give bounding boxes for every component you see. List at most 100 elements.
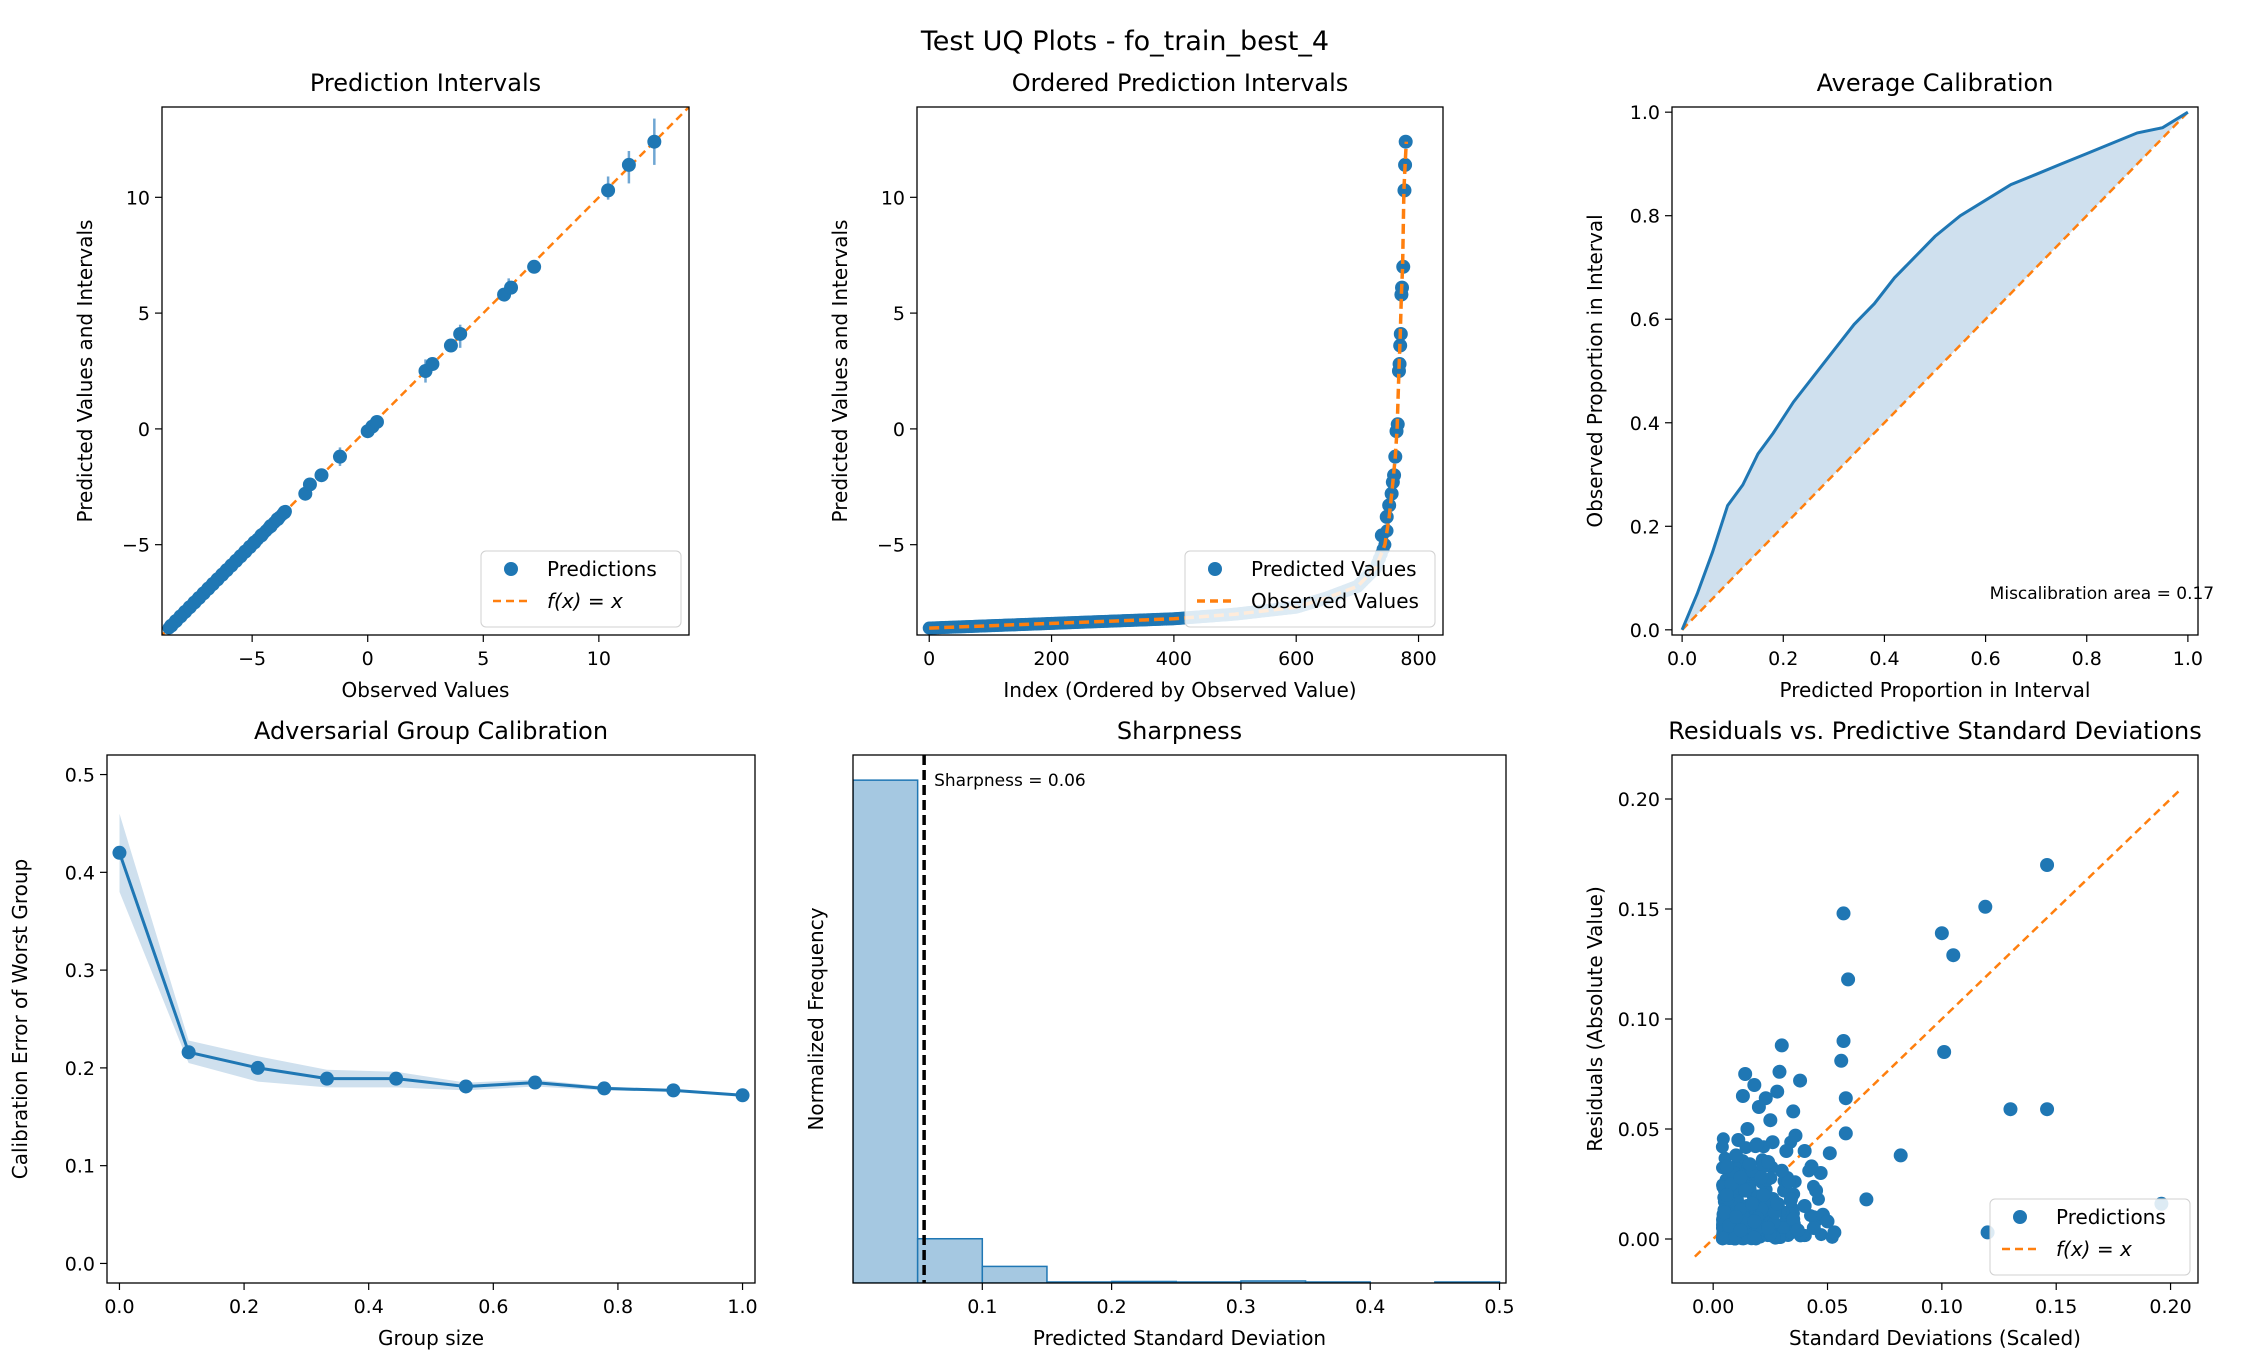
x-tick-label: 600	[1278, 648, 1314, 670]
y-axis-label: Normalized Frequency	[804, 907, 828, 1130]
plot-area	[1694, 787, 2183, 1258]
data-point	[1793, 1073, 1808, 1088]
y-tick-label: 0.10	[1618, 1009, 1660, 1031]
data-point	[1806, 1221, 1821, 1235]
data-point	[597, 1081, 612, 1096]
adversarial-group-calibration-plot: Adversarial Group Calibration Group size C…	[8, 717, 758, 1350]
data-point	[2003, 1102, 2018, 1117]
data-point	[1859, 1192, 1874, 1207]
legend-entry: Observed Values	[1251, 589, 1419, 613]
data-point	[443, 338, 458, 353]
data-point	[527, 259, 542, 274]
x-tick-label: 0.4	[1869, 648, 1899, 670]
x-tick-label: 10	[587, 648, 611, 670]
data-point	[1719, 1159, 1734, 1174]
y-tick-label: 10	[126, 187, 150, 209]
legend-entry: Predictions	[547, 557, 657, 581]
data-point	[1751, 1100, 1766, 1114]
data-point	[1978, 899, 1993, 914]
x-tick-label: 0.8	[603, 1296, 633, 1318]
axes-title: Residuals vs. Predictive Standard Deviat…	[1668, 717, 2202, 745]
data-point	[1761, 1221, 1776, 1235]
y-axis-label: Predicted Values and Intervals	[828, 220, 852, 523]
x-tick-label: 0	[362, 648, 374, 670]
x-axis-label: Standard Deviations (Scaled)	[1789, 1326, 2081, 1350]
data-point	[1946, 948, 1961, 963]
x-tick-label: 0.20	[2149, 1296, 2191, 1318]
data-point	[1747, 1230, 1761, 1244]
data-point	[112, 845, 127, 860]
data-point	[1772, 1064, 1787, 1079]
histogram-bar	[981, 1265, 1048, 1283]
x-tick-label: 5	[477, 648, 489, 670]
y-tick-label: 0	[138, 419, 150, 441]
legend-box	[1184, 550, 1436, 628]
data-point	[1749, 1137, 1764, 1152]
axes-frame	[1671, 754, 2199, 1284]
data-point	[1934, 926, 1949, 941]
y-tick-label: −5	[877, 535, 905, 557]
y-tick-label: 0.2	[1630, 516, 1660, 538]
x-axis-label: Index (Ordered by Observed Value)	[1003, 678, 1356, 702]
data-point	[1716, 1231, 1730, 1245]
legend-entry: f(x) = x	[547, 589, 623, 613]
x-tick-label: 0.10	[1921, 1296, 1963, 1318]
y-tick-label: 0.4	[1630, 413, 1660, 435]
legend-marker	[504, 562, 518, 576]
y-tick-label: 0.3	[65, 960, 95, 982]
data-point	[1382, 498, 1397, 513]
data-point	[302, 477, 317, 492]
data-point	[1786, 1212, 1801, 1227]
data-point	[1740, 1122, 1755, 1136]
residuals-vs-std-plot: Residuals vs. Predictive Standard Deviat…	[1583, 717, 2202, 1350]
legend-entry: Predictions	[2056, 1205, 2166, 1229]
data-point	[1774, 1038, 1789, 1053]
data-point	[1729, 1148, 1744, 1163]
x-tick-label: 0.1	[967, 1296, 997, 1318]
data-point	[621, 157, 636, 172]
data-point	[1754, 1170, 1769, 1185]
x-tick-label: 0.05	[1806, 1296, 1848, 1318]
x-axis-label: Predicted Standard Deviation	[1033, 1326, 1326, 1350]
data-point	[2040, 1102, 2055, 1117]
y-axis-label: Residuals (Absolute Value)	[1583, 886, 1607, 1152]
data-point	[1729, 1210, 1744, 1224]
x-tick-label: 0.0	[1667, 648, 1697, 670]
data-point	[254, 528, 269, 543]
data-point	[1756, 1188, 1771, 1202]
y-tick-label: 0.00	[1618, 1229, 1660, 1251]
data-point	[314, 468, 329, 483]
data-point	[369, 414, 384, 429]
plot-area	[853, 755, 1501, 1283]
error-band	[119, 813, 743, 1097]
x-tick-label: 0.2	[229, 1296, 259, 1318]
data-point	[1834, 1053, 1849, 1068]
data-point	[1788, 1128, 1803, 1143]
legend-box	[1989, 1198, 2191, 1276]
data-point	[1841, 972, 1856, 987]
x-tick-label: 0.0	[104, 1296, 134, 1318]
axes-title: Prediction Intervals	[310, 69, 541, 97]
x-tick-label: 0.6	[478, 1296, 508, 1318]
data-point	[1738, 1183, 1753, 1198]
y-tick-label: 10	[881, 187, 905, 209]
data-point	[1820, 1214, 1835, 1229]
ordered-prediction-intervals-plot: Ordered Prediction Intervals Index (Order…	[828, 69, 1444, 702]
x-tick-label: 1.0	[727, 1296, 757, 1318]
figure-title: Test UQ Plots - fo_train_best_4	[920, 26, 1329, 57]
data-point	[277, 505, 292, 520]
data-point	[1804, 1159, 1819, 1174]
plot-area	[112, 813, 750, 1103]
y-tick-label: 0.05	[1618, 1119, 1660, 1141]
y-tick-label: 0.0	[65, 1253, 95, 1275]
identity-line	[1694, 787, 2183, 1258]
data-point	[1797, 1199, 1812, 1213]
legend-entry: f(x) = x	[2056, 1237, 2132, 1261]
axes-frame	[161, 106, 690, 636]
data-point	[425, 357, 440, 372]
x-tick-label: 0.2	[1768, 648, 1798, 670]
data-point	[1396, 259, 1411, 274]
data-point	[1779, 1144, 1794, 1158]
legend-entry: Predicted Values	[1251, 557, 1417, 581]
